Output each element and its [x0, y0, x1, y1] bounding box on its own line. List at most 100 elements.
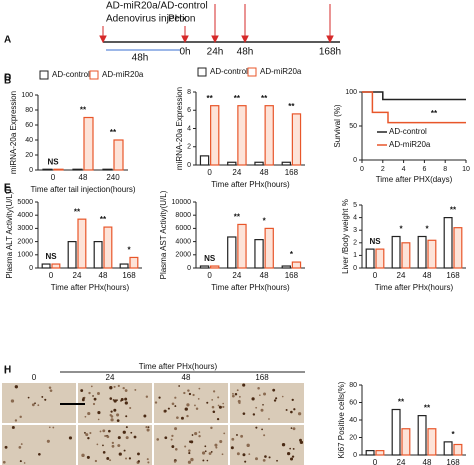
nucleus: [116, 413, 120, 417]
significance: NS: [204, 254, 216, 263]
significance: **: [431, 109, 438, 118]
nucleus: [262, 459, 266, 462]
y-tick-label: 10000: [172, 199, 192, 206]
nucleus: [106, 457, 110, 460]
arrows: [99, 4, 334, 44]
nucleus: [208, 452, 212, 455]
group-label: AD-miR20a/AD-control: [106, 1, 208, 12]
nucleus: [187, 389, 190, 392]
bar: [365, 248, 375, 269]
legend-swatch: [39, 70, 49, 80]
panel-label: G: [4, 186, 12, 197]
bar: [67, 241, 77, 269]
y-tick-label: 8: [187, 89, 191, 96]
panel-label: H: [4, 365, 11, 376]
nucleus: [178, 385, 180, 387]
nucleus: [85, 433, 89, 437]
y-tick-label: 60: [349, 399, 357, 406]
significance: NS: [47, 157, 59, 166]
x-tick-label: 24: [397, 458, 406, 465]
nucleus: [197, 397, 200, 400]
bar: [291, 261, 302, 269]
bar: [401, 242, 411, 269]
nucleus: [255, 426, 258, 429]
nucleus: [133, 435, 137, 439]
y-tick-label: 80: [25, 107, 33, 114]
x-tick-label: 0: [49, 271, 54, 280]
bar: [53, 168, 64, 171]
x-tick-label: 0: [207, 168, 212, 177]
nucleus: [84, 431, 86, 434]
bar: [417, 415, 427, 456]
survival-line: [362, 91, 466, 101]
y-tick-label: 6: [187, 107, 191, 114]
bar: [264, 227, 274, 269]
nucleus: [34, 402, 36, 405]
nucleus: [290, 457, 294, 461]
significance: **: [261, 94, 268, 103]
y-tick-label: 8000: [175, 212, 191, 219]
nucleus: [236, 434, 238, 436]
nucleus: [190, 457, 194, 462]
nucleus: [210, 426, 213, 430]
nucleus: [297, 412, 302, 416]
bar: [77, 218, 87, 269]
nucleus: [262, 403, 264, 406]
nucleus: [130, 431, 133, 434]
y-tick-label: 100: [21, 92, 33, 99]
nucleus: [204, 450, 207, 453]
nucleus: [252, 413, 256, 416]
x-tick-label: 24: [232, 168, 241, 177]
nucleus: [110, 418, 114, 422]
nucleus: [158, 396, 161, 399]
significance: *: [451, 430, 455, 439]
nucleus: [201, 451, 206, 455]
bar: [391, 235, 401, 269]
bar: [41, 263, 51, 269]
column-label: 168: [255, 373, 269, 382]
bar: [254, 161, 264, 166]
y-tick-label: 0: [353, 265, 357, 272]
y-tick-label: 80: [349, 382, 357, 389]
panel-label: B: [4, 76, 11, 87]
micrograph: [230, 383, 304, 423]
nucleus: [206, 401, 209, 404]
nucleus: [234, 392, 238, 396]
x-tick-label: 24: [73, 271, 82, 280]
nucleus: [14, 385, 18, 389]
nucleus: [113, 385, 116, 388]
nucleus: [299, 440, 304, 445]
column-label: 48: [182, 373, 191, 382]
x-tick-label: 240: [106, 173, 120, 182]
nucleus: [219, 439, 223, 444]
bar: [113, 139, 124, 171]
nucleus: [117, 384, 120, 387]
significance: **: [80, 106, 87, 115]
x-tick-label: 168: [446, 458, 460, 465]
nucleus: [97, 392, 100, 395]
nucleus: [174, 448, 178, 451]
bar: [103, 226, 113, 269]
nucleus: [122, 386, 125, 390]
y-axis-label: miRNA-20a Expression: [175, 87, 184, 170]
nucleus: [19, 460, 22, 463]
nucleus: [183, 391, 186, 395]
x-tick-label: 24: [232, 271, 241, 280]
nucleus: [242, 453, 246, 457]
nucleus: [242, 383, 246, 387]
nucleus: [186, 403, 190, 407]
nucleus: [292, 447, 295, 450]
significance: NS: [369, 237, 381, 246]
nucleus: [49, 389, 53, 392]
nucleus: [117, 444, 121, 448]
y-tick-label: 20: [25, 152, 33, 159]
x-tick-label: 0: [51, 173, 56, 182]
x-tick-label: 0: [207, 271, 212, 280]
x-tick-label: 4: [402, 166, 406, 173]
injection-label: Adenovirus injection: [106, 14, 196, 25]
nucleus: [170, 438, 173, 441]
bar: [72, 168, 83, 171]
x-tick-label: 48: [260, 271, 269, 280]
y-tick-label: 2000: [175, 252, 191, 259]
bar: [199, 265, 210, 269]
